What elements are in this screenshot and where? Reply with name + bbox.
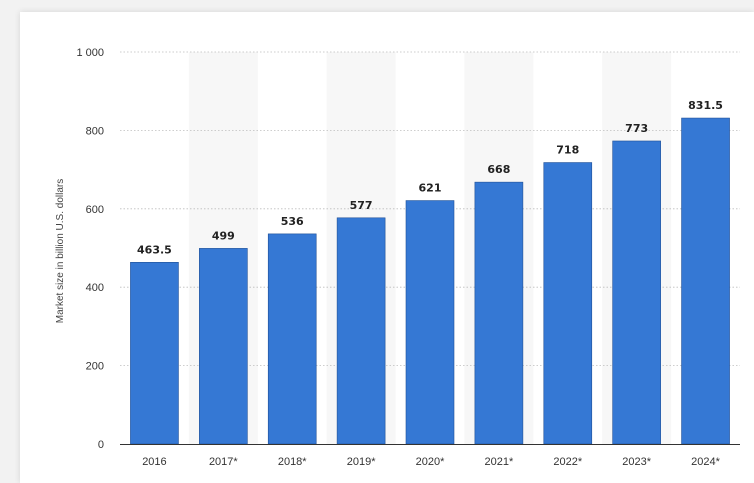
x-tick-label: 2020* bbox=[416, 456, 445, 468]
x-tick-label: 2021* bbox=[485, 456, 514, 468]
data-label: 621 bbox=[419, 182, 442, 195]
x-tick-label: 2017* bbox=[209, 456, 238, 468]
bar[interactable] bbox=[405, 200, 455, 445]
bar[interactable] bbox=[612, 140, 661, 445]
data-label: 577 bbox=[350, 199, 373, 212]
x-tick-label: 2016 bbox=[142, 456, 166, 468]
data-label: 463.5 bbox=[137, 243, 172, 256]
y-tick-label: 600 bbox=[86, 204, 104, 216]
bars bbox=[130, 117, 730, 445]
data-labels: 463.5 499 536 577 621 668 718 773 831.5 bbox=[137, 99, 723, 256]
data-label: 831.5 bbox=[688, 99, 723, 112]
y-axis-label: Market size in billion U.S. dollars bbox=[55, 179, 66, 324]
y-tick-label: 1 000 bbox=[76, 47, 104, 59]
y-tick-label: 400 bbox=[86, 282, 104, 294]
y-tick-label: 0 bbox=[98, 439, 104, 451]
x-tick-label: 2018* bbox=[278, 456, 307, 468]
x-tick-label: 2022* bbox=[553, 456, 582, 468]
data-label: 773 bbox=[625, 122, 648, 135]
data-label: 668 bbox=[487, 163, 510, 176]
data-label: 718 bbox=[556, 144, 579, 157]
x-axis-ticks: 2016 2017* 2018* 2019* 2020* 2021* 2022* 2023* 2… bbox=[142, 456, 720, 468]
x-tick-label: 2024* bbox=[691, 456, 720, 468]
bar[interactable] bbox=[681, 117, 730, 445]
bar[interactable] bbox=[130, 262, 179, 445]
bar[interactable] bbox=[474, 181, 524, 445]
y-tick-label: 800 bbox=[86, 125, 104, 137]
x-tick-label: 2023* bbox=[622, 456, 651, 468]
bar[interactable] bbox=[267, 233, 317, 445]
data-label: 536 bbox=[281, 215, 304, 228]
y-tick-label: 200 bbox=[86, 361, 104, 373]
bar[interactable] bbox=[543, 162, 593, 445]
bar[interactable] bbox=[336, 217, 386, 445]
y-axis-ticks: 0 200 400 600 800 1 000 bbox=[76, 47, 104, 451]
data-label: 499 bbox=[212, 229, 235, 242]
x-tick-label: 2019* bbox=[347, 456, 376, 468]
bar[interactable] bbox=[199, 248, 248, 445]
